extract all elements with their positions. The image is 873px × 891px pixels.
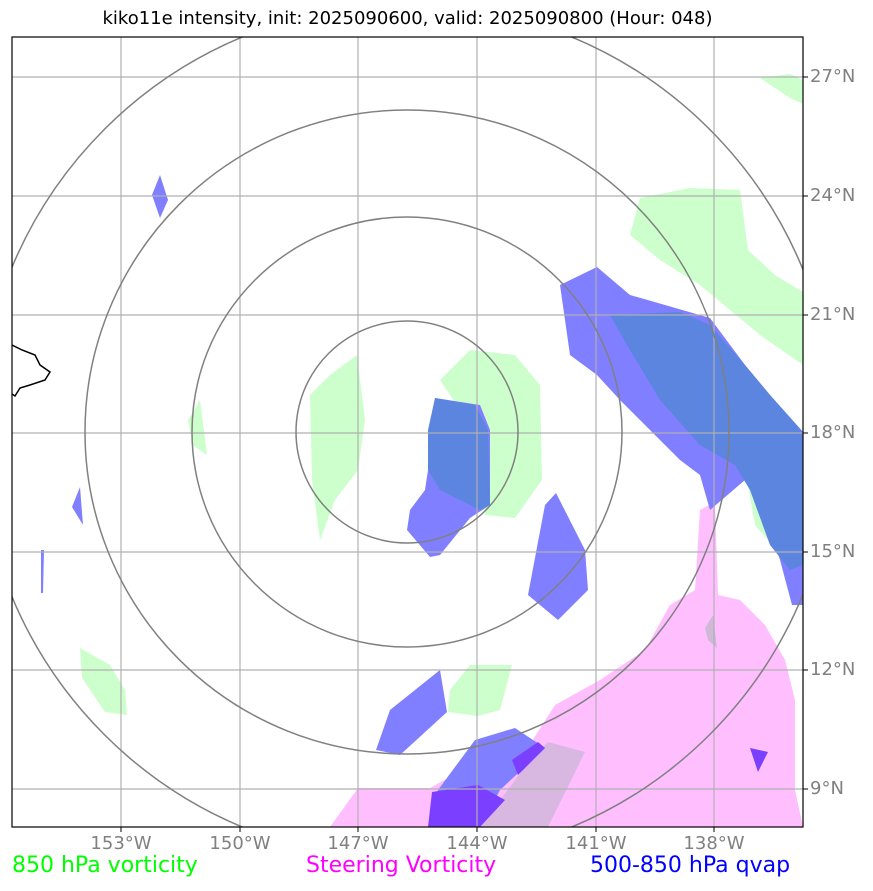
qvap-patch xyxy=(72,487,83,525)
lat-label-12n: 12°N xyxy=(810,659,856,680)
graticule xyxy=(12,37,803,827)
vorticity-850-patch xyxy=(188,400,207,455)
qvap-patch xyxy=(750,748,768,772)
qvap-patch xyxy=(560,267,803,605)
lat-label-24n: 24°N xyxy=(810,185,856,206)
lat-label-15n: 15°N xyxy=(810,541,856,562)
qvap-patch xyxy=(41,550,44,593)
steering-vorticity-patch xyxy=(480,742,585,827)
lat-label-9n: 9°N xyxy=(810,778,844,799)
qvap-patch xyxy=(428,398,490,510)
legend-qvap: 500-850 hPa qvap xyxy=(590,853,791,878)
vorticity-850-patch xyxy=(80,648,127,715)
qvap-patch xyxy=(376,670,447,755)
lon-label-147w: 147°W xyxy=(327,833,389,854)
map-frame xyxy=(11,36,804,828)
lat-label-27n: 27°N xyxy=(810,66,856,87)
lon-label-141w: 141°W xyxy=(565,833,627,854)
coastline xyxy=(12,344,52,398)
vorticity-850-patch xyxy=(440,350,542,518)
lon-label-138w: 138°W xyxy=(683,833,745,854)
tick-marks xyxy=(120,76,808,832)
vorticity-850-patch xyxy=(760,74,803,104)
map-title: kiko11e intensity, init: 2025090600, val… xyxy=(102,8,713,29)
legend-steering-vorticity: Steering Vorticity xyxy=(306,853,497,878)
qvap-fields xyxy=(41,175,803,827)
lon-label-153w: 153°W xyxy=(90,833,152,854)
steering-vorticity-patch xyxy=(330,502,803,827)
range-rings xyxy=(12,37,803,827)
legend-850-vorticity: 850 hPa vorticity xyxy=(12,853,198,878)
qvap-patch xyxy=(528,493,588,620)
qvap-patch xyxy=(428,785,505,827)
qvap-patch xyxy=(512,742,545,775)
lat-label-18n: 18°N xyxy=(810,422,856,443)
vorticity-850-patch xyxy=(448,665,512,716)
vorticity-850-patch xyxy=(310,355,365,540)
vorticity-850-patch xyxy=(630,188,803,365)
qvap-patch xyxy=(610,312,803,570)
vorticity-850-fields xyxy=(80,74,803,716)
lat-label-21n: 21°N xyxy=(810,304,856,325)
lon-label-150w: 150°W xyxy=(209,833,271,854)
lon-label-144w: 144°W xyxy=(446,833,508,854)
